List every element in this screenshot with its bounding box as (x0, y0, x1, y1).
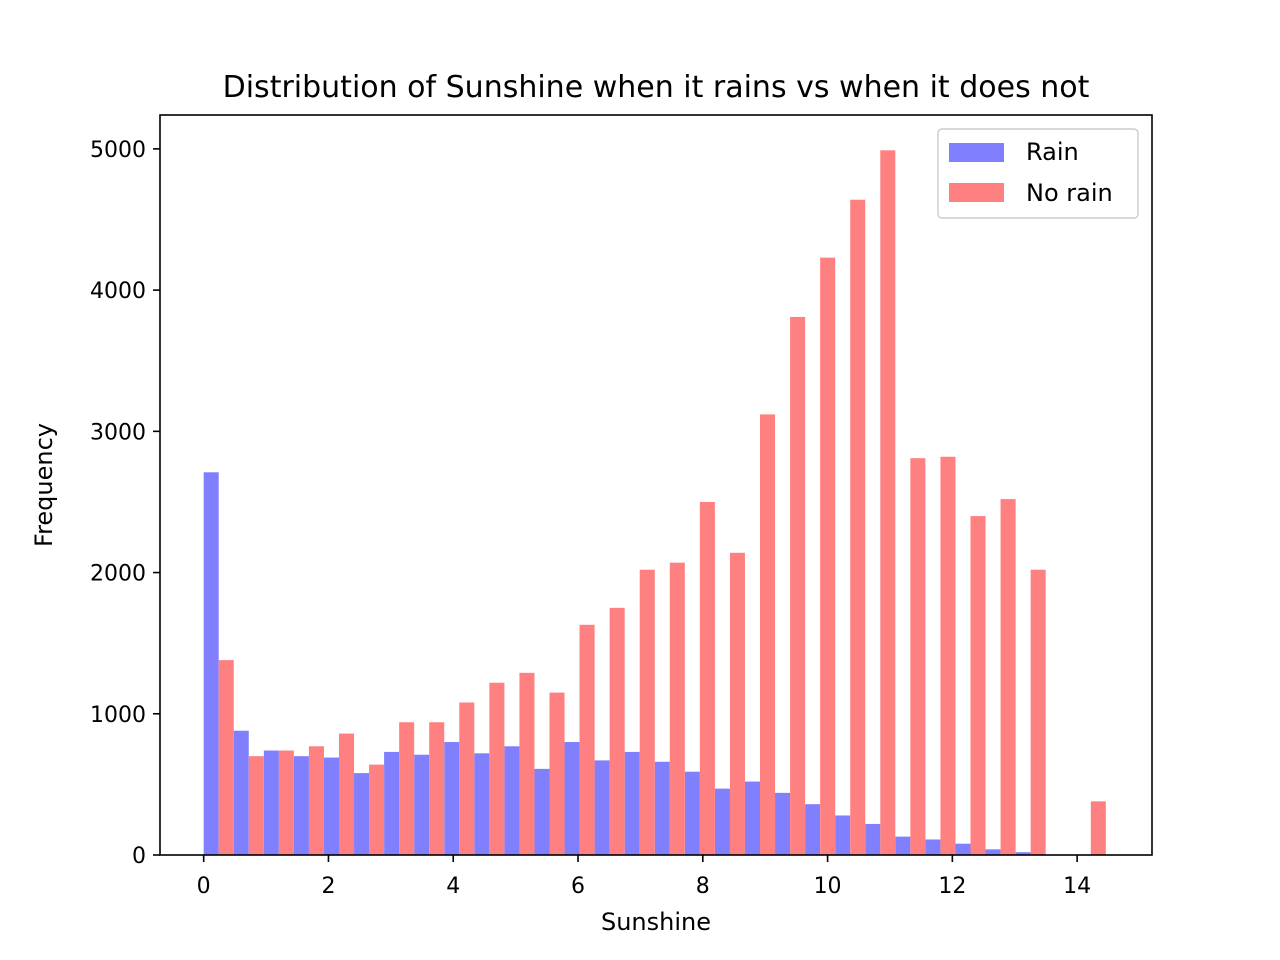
bar-no-rain (278, 750, 294, 855)
legend-swatch-no-rain (949, 183, 1004, 202)
y-axis-label: Frequency (30, 423, 58, 547)
legend: Rain No rain (937, 128, 1139, 219)
bar-rain (203, 472, 219, 855)
y-tick-label: 3000 (90, 420, 146, 445)
bar-no-rain (609, 607, 625, 855)
bar-no-rain (820, 257, 836, 855)
x-tick-label: 8 (696, 874, 710, 899)
y-tick-label: 1000 (90, 703, 146, 728)
bar-no-rain (910, 458, 926, 855)
bar-no-rain (1030, 569, 1046, 855)
y-tick-label: 5000 (90, 138, 146, 163)
bar-no-rain (669, 562, 685, 855)
bar-rain (534, 768, 550, 855)
bar-rain (444, 742, 460, 855)
y-tick-label: 0 (132, 844, 146, 869)
bar-rain (594, 760, 610, 855)
legend-label-rain: Rain (1026, 138, 1079, 166)
bar-rain (865, 823, 881, 855)
bar-no-rain (1090, 801, 1106, 855)
bar-rain (684, 771, 700, 855)
bar-no-rain (790, 316, 806, 855)
bar-no-rain (940, 456, 956, 855)
bar-rain (293, 756, 309, 855)
x-tick-label: 2 (321, 874, 335, 899)
bar-rain (744, 781, 761, 855)
bar-no-rain (760, 414, 776, 855)
bar-rain (474, 753, 490, 855)
bar-no-rain (399, 722, 415, 855)
bar-rain (384, 751, 400, 855)
bar-rain (323, 757, 339, 855)
bar-no-rain (699, 501, 715, 855)
bar-rain (895, 836, 911, 855)
bar-rain (985, 849, 1001, 855)
legend-swatch-rain (949, 143, 1004, 162)
x-tick-label: 12 (938, 874, 966, 899)
chart-title: Distribution of Sunshine when it rains v… (223, 70, 1090, 105)
bar-no-rain (579, 624, 595, 855)
bar-no-rain (1000, 499, 1016, 855)
bar-rain (233, 730, 249, 855)
y-axis-ticks: 0 1000 2000 3000 4000 5000 (90, 138, 160, 869)
bar-no-rain (339, 733, 355, 855)
bar-rain (624, 751, 640, 855)
bar-rain (955, 843, 971, 855)
bar-rain (775, 792, 791, 855)
x-tick-label: 14 (1063, 874, 1091, 899)
bar-rain (654, 761, 670, 855)
x-tick-label: 10 (814, 874, 842, 899)
bar-no-rain (369, 764, 385, 855)
bar-no-rain (639, 569, 655, 855)
bar-no-rain (218, 660, 234, 855)
bar-no-rain (519, 672, 535, 855)
y-tick-label: 2000 (90, 562, 146, 587)
plot-frame (159, 114, 1153, 856)
bar-rain (714, 788, 730, 855)
bar-rain (414, 754, 430, 855)
bar-no-rain (248, 756, 264, 855)
legend-label-no-rain: No rain (1026, 179, 1113, 207)
bar-rain (504, 746, 520, 855)
bars-layer (203, 150, 1106, 856)
bar-no-rain (729, 552, 745, 855)
bar-no-rain (880, 150, 896, 855)
bar-no-rain (489, 682, 505, 855)
bar-no-rain (308, 746, 324, 855)
bar-rain (1015, 852, 1031, 855)
bar-rain (925, 839, 941, 855)
bar-no-rain (850, 199, 866, 856)
bar-no-rain (549, 692, 565, 855)
bar-rain (564, 742, 580, 855)
bar-no-rain (970, 516, 986, 855)
bar-rain (354, 773, 370, 855)
x-tick-label: 0 (197, 874, 211, 899)
bar-no-rain (459, 702, 475, 855)
bar-no-rain (429, 722, 445, 855)
y-tick-label: 4000 (90, 279, 146, 304)
bar-rain (805, 804, 821, 855)
x-tick-label: 6 (571, 874, 585, 899)
x-axis-label: Sunshine (601, 908, 711, 936)
x-tick-label: 4 (446, 874, 460, 899)
bar-rain (263, 750, 279, 855)
x-axis-ticks: 0 2 4 6 8 10 12 14 (197, 855, 1091, 899)
bar-rain (835, 815, 851, 855)
